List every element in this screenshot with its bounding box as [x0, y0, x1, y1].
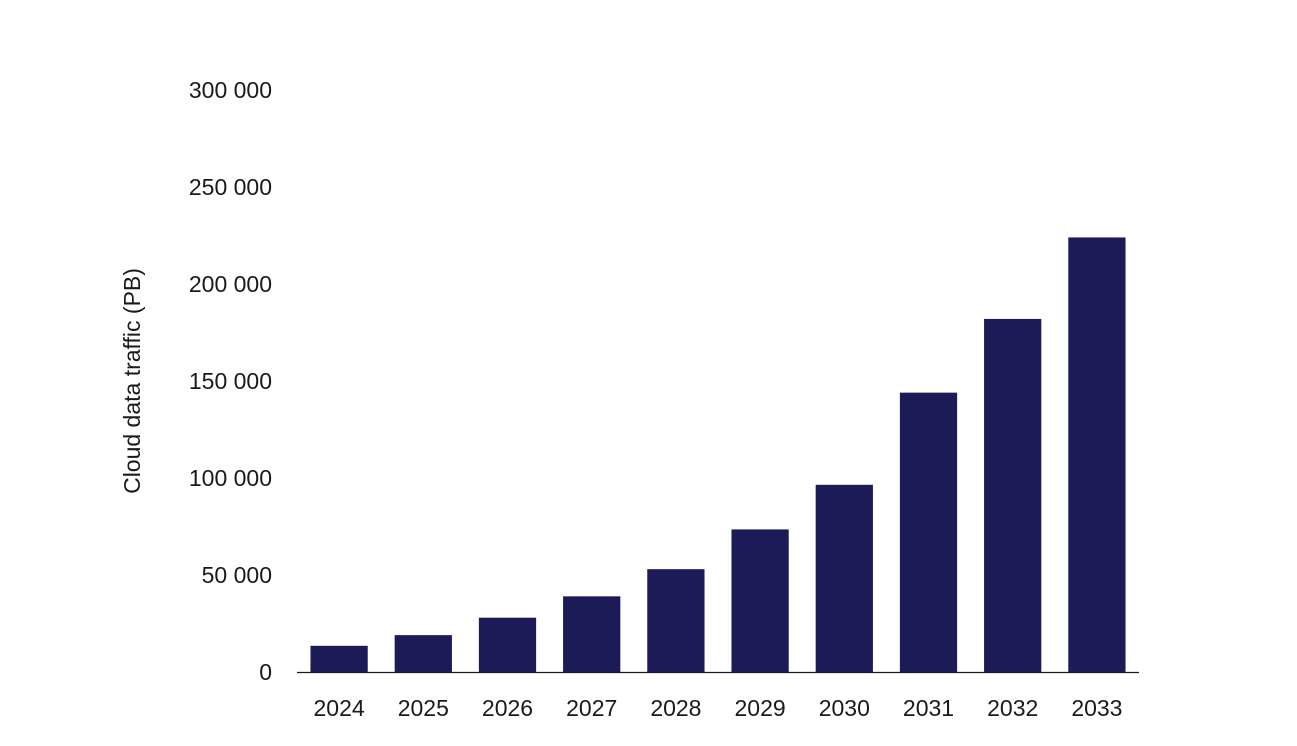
bar-2029: [731, 529, 789, 672]
x-tick-label: 2025: [398, 695, 449, 721]
y-axis-title: Cloud data traffic (PB): [119, 268, 145, 494]
x-tick-label: 2033: [1071, 695, 1122, 721]
bar-2026: [478, 617, 537, 672]
y-axis-ticks: 0 50 000 100 000 150 000 200 000 250 000 300 0…: [189, 77, 272, 685]
bar-2025: [394, 635, 452, 672]
y-tick-label: 300 000: [189, 77, 272, 103]
bar-2033: [1068, 237, 1126, 672]
x-tick-label: 2031: [903, 695, 954, 721]
y-tick-label: 250 000: [189, 174, 272, 200]
bar-2024: [310, 645, 368, 672]
bars: [310, 237, 1126, 672]
y-tick-label: 0: [259, 659, 272, 685]
bar-2028: [647, 569, 705, 672]
x-tick-label: 2028: [650, 695, 701, 721]
y-tick-label: 200 000: [189, 271, 272, 297]
y-tick-label: 100 000: [189, 465, 272, 491]
x-axis-ticks: 2024 2025 2026 2027 2028 2029 2030 2031 2032 2033: [314, 695, 1123, 721]
x-tick-label: 2030: [819, 695, 870, 721]
bar-2027: [563, 596, 621, 672]
y-tick-label: 150 000: [189, 368, 272, 394]
bar-2030: [815, 484, 873, 672]
x-tick-label: 2027: [566, 695, 617, 721]
x-tick-label: 2029: [735, 695, 786, 721]
y-tick-label: 50 000: [202, 562, 272, 588]
x-tick-label: 2024: [314, 695, 365, 721]
x-tick-label: 2032: [987, 695, 1038, 721]
x-tick-label: 2026: [482, 695, 533, 721]
bar-2031: [899, 392, 958, 672]
bar-2032: [984, 318, 1042, 672]
